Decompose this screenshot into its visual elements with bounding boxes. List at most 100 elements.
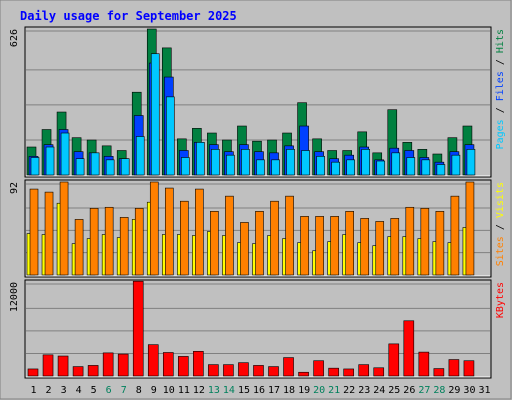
pages-bar bbox=[90, 152, 100, 176]
kbytes-y-max-label: 12000 bbox=[9, 282, 20, 312]
pages-bar bbox=[421, 159, 431, 176]
kbytes-bar bbox=[433, 368, 445, 377]
sites-bar bbox=[390, 218, 400, 276]
sites-bar bbox=[29, 188, 39, 276]
pages-bar bbox=[211, 149, 220, 176]
kbytes-bar bbox=[448, 359, 460, 377]
sites-bar bbox=[195, 188, 204, 276]
pages-bar bbox=[226, 154, 235, 176]
kbytes-bar bbox=[328, 367, 339, 377]
kbytes-bar bbox=[343, 368, 354, 377]
kbytes-bar bbox=[238, 362, 249, 377]
legend-entry: Sites bbox=[495, 236, 506, 266]
kbytes-bar bbox=[72, 366, 84, 377]
sites-bar bbox=[420, 207, 430, 276]
kbytes-bar bbox=[298, 371, 309, 377]
kbytes-panel: 12000 KBytes bbox=[9, 279, 506, 379]
kbytes-bar bbox=[418, 351, 430, 377]
pages-bar bbox=[466, 149, 476, 176]
visits-sites-y-max-label: 92 bbox=[9, 182, 20, 194]
x-tick-label: 14 bbox=[223, 385, 235, 396]
legend-entry: / bbox=[495, 53, 506, 71]
pages-bar bbox=[135, 136, 145, 176]
kbytes-bar bbox=[132, 280, 144, 377]
kbytes-bar bbox=[463, 360, 475, 377]
hits-files-pages-legend: Pages / Files / Hits bbox=[495, 29, 506, 149]
sites-bar bbox=[164, 187, 174, 276]
kbytes-bar bbox=[102, 352, 114, 377]
sites-bar bbox=[345, 211, 354, 276]
x-tick-label: 29 bbox=[448, 385, 460, 396]
kbytes-bar bbox=[313, 360, 324, 377]
x-tick-label: 7 bbox=[121, 385, 127, 396]
pages-bar bbox=[346, 159, 355, 176]
kbytes-bar bbox=[193, 351, 204, 377]
sites-bar bbox=[465, 181, 475, 276]
pages-bar bbox=[150, 53, 160, 176]
x-tick-label: 11 bbox=[178, 385, 190, 396]
x-tick-label: 24 bbox=[373, 385, 385, 396]
sites-bar bbox=[104, 206, 114, 276]
pages-bar bbox=[30, 157, 40, 176]
sites-bar bbox=[375, 221, 385, 276]
x-tick-label: 25 bbox=[388, 385, 400, 396]
pages-bar bbox=[436, 164, 446, 176]
sites-bar bbox=[149, 181, 159, 276]
pages-bar bbox=[361, 149, 371, 176]
sites-bar bbox=[330, 216, 339, 276]
pages-bar bbox=[271, 159, 280, 176]
pages-bar bbox=[376, 160, 386, 176]
x-tick-label: 3 bbox=[61, 385, 67, 396]
x-tick-label: 22 bbox=[343, 385, 355, 396]
pages-bar bbox=[105, 159, 115, 176]
sites-bar bbox=[285, 195, 294, 276]
pages-bar bbox=[316, 156, 325, 176]
hits-files-pages-panel: 626 Pages / Files / Hits bbox=[9, 26, 506, 178]
pages-bar bbox=[60, 132, 70, 176]
x-tick-label: 10 bbox=[163, 385, 175, 396]
kbytes-bar bbox=[403, 320, 415, 377]
sites-bar bbox=[89, 207, 99, 276]
sites-bar bbox=[405, 206, 415, 276]
kbytes-bar bbox=[253, 365, 264, 377]
kbytes-bar bbox=[27, 368, 39, 377]
x-tick-label: 6 bbox=[106, 385, 112, 396]
sites-bar bbox=[270, 200, 279, 276]
x-tick-label: 28 bbox=[433, 385, 445, 396]
kbytes-bar bbox=[42, 354, 54, 377]
kbytes-bar bbox=[178, 356, 189, 377]
sites-bar bbox=[240, 222, 249, 276]
pages-bar bbox=[75, 158, 85, 176]
pages-bar bbox=[256, 159, 265, 176]
pages-bar bbox=[331, 161, 340, 176]
kbytes-bar bbox=[208, 364, 219, 377]
kbytes-bar bbox=[358, 364, 370, 377]
legend-entry: KBytes bbox=[495, 282, 506, 318]
x-tick-label: 15 bbox=[238, 385, 250, 396]
sites-bar bbox=[255, 211, 264, 276]
legend-entry: Visits bbox=[495, 182, 506, 218]
x-tick-label: 12 bbox=[193, 385, 205, 396]
x-tick-label: 23 bbox=[358, 385, 370, 396]
legend-entry: / bbox=[495, 218, 506, 236]
pages-bar bbox=[241, 149, 250, 176]
kbytes-bar bbox=[117, 353, 129, 377]
pages-bar bbox=[406, 157, 416, 176]
x-tick-label: 30 bbox=[463, 385, 475, 396]
kbytes-legend: KBytes bbox=[495, 282, 506, 318]
sites-bar bbox=[180, 200, 189, 276]
pages-bar bbox=[45, 146, 55, 176]
hits-files-pages-y-max-label: 626 bbox=[9, 29, 20, 47]
kbytes-bar bbox=[147, 344, 159, 377]
x-tick-label: 27 bbox=[418, 385, 430, 396]
legend-entry: Pages bbox=[495, 119, 506, 149]
kbytes-bar bbox=[87, 365, 99, 377]
sites-bar bbox=[74, 219, 84, 276]
x-tick-label: 26 bbox=[403, 385, 415, 396]
x-tick-label: 2 bbox=[46, 385, 52, 396]
x-tick-label: 16 bbox=[253, 385, 265, 396]
pages-bar bbox=[120, 158, 130, 176]
x-axis: 1 2 3 4 5 6 7 8 9 10 11 12 13 14 15 16 17 18 19 20 21 22 23 24 2… bbox=[31, 385, 491, 396]
pages-bar bbox=[196, 142, 205, 176]
